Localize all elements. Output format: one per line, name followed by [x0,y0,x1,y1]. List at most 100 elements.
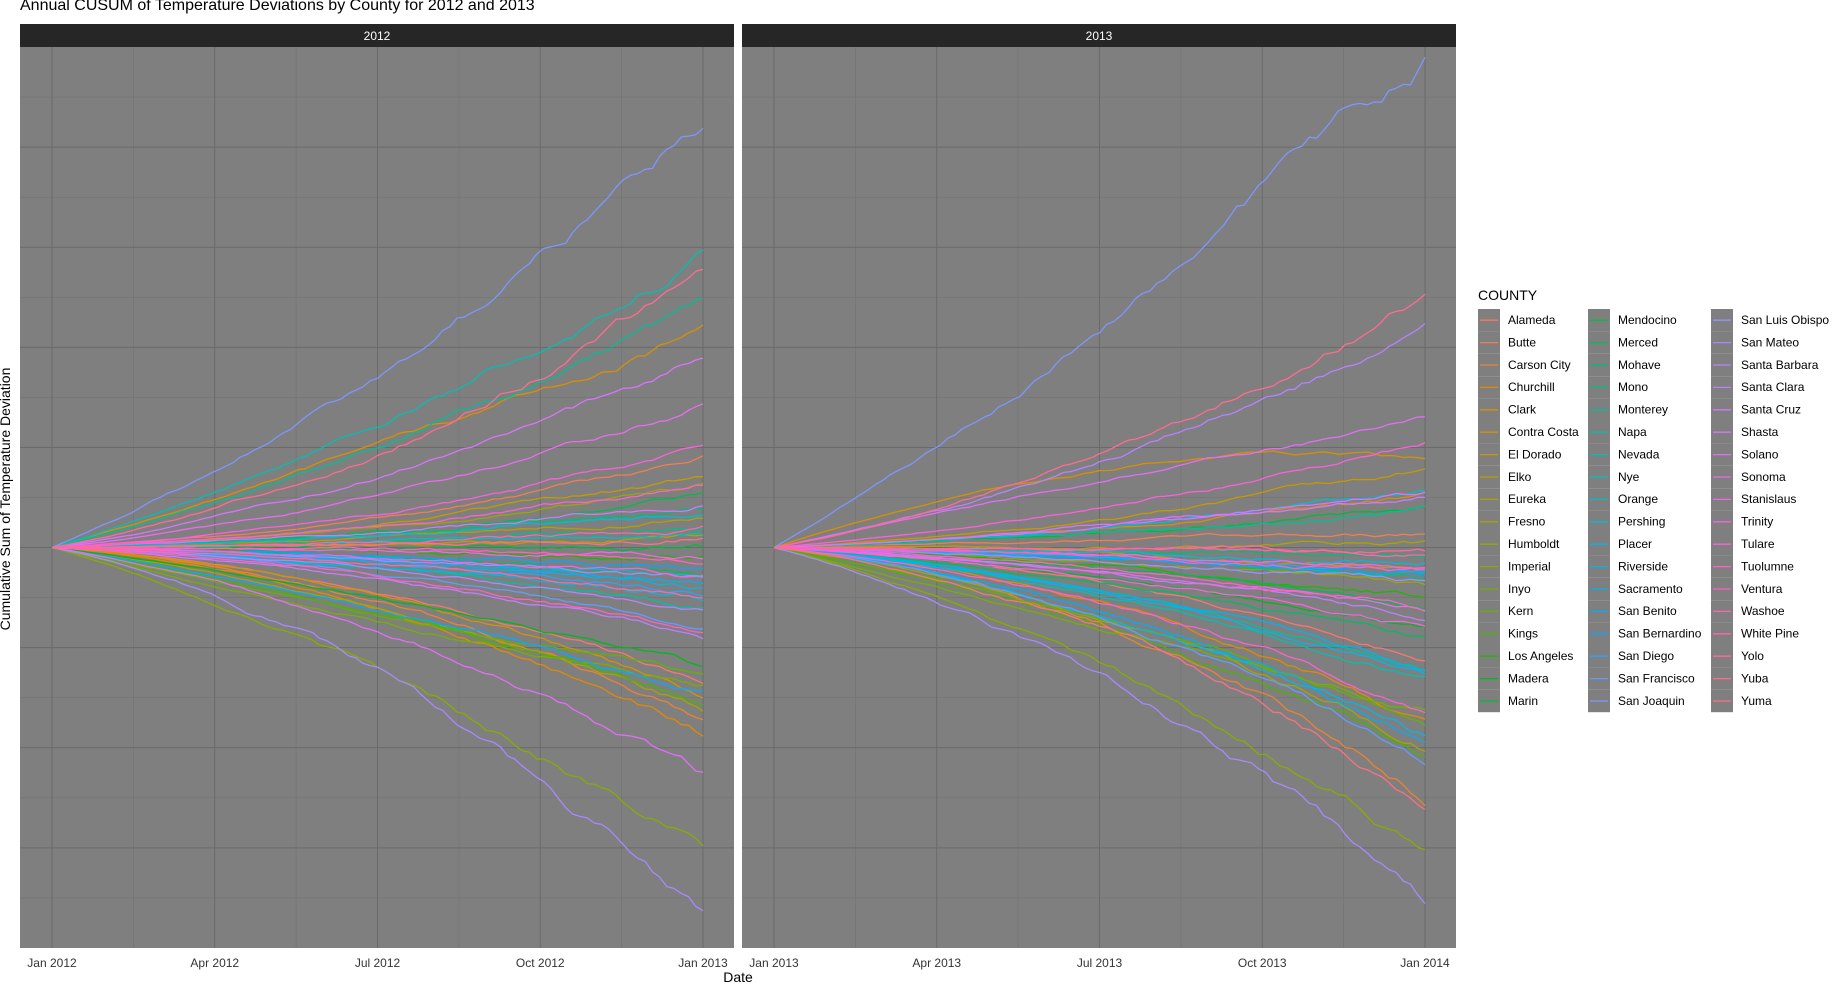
series-line-kern [51,546,704,675]
facet-strip [20,24,734,47]
legend-item: Washoe [1711,600,1785,623]
x-axis-labels: Jan 2012 Apr 2012 Jul 2012 Oct 2012 Jan 2013… [27,956,1450,970]
legend-label: Contra Costa [1508,425,1579,439]
legend-item: Monterey [1588,398,1668,421]
legend-item: Orange [1588,488,1658,511]
legend-item: San Joaquin [1588,689,1685,713]
series-line-inyo [773,546,1426,711]
legend-label: Napa [1618,425,1647,439]
series-line-eureka [773,540,1426,551]
chart-title: Annual CUSUM of Temperature Deviations b… [20,0,535,14]
x-axis-title: Date [723,969,753,985]
series-line-shasta [773,491,1426,549]
legend-label: Eureka [1508,492,1546,506]
series-line-yuba [773,293,1426,549]
legend-item: San Francisco [1588,667,1695,690]
legend-item: El Dorado [1478,443,1562,466]
series-line-clark [51,324,704,549]
legend-item: Mono [1588,376,1648,399]
legend-item: Yolo [1711,645,1764,668]
x-tick-label: Jan 2013 [749,956,799,970]
x-tick-label: Apr 2013 [912,956,961,970]
legend-label: Ventura [1741,582,1783,596]
x-tick-label: Jan 2014 [1400,956,1450,970]
series-line-carson-city [51,546,704,721]
series-line-yuba [51,268,704,549]
series-line-sacramento [773,546,1426,671]
legend-label: Elko [1508,470,1532,484]
legend-item: Kern [1478,600,1533,623]
legend: COUNTY Alameda Butte Carson City Churchill Cl… [1478,287,1829,713]
legend-label: Yolo [1741,649,1764,663]
legend-title: COUNTY [1478,287,1538,303]
series-line-yuma [773,546,1426,811]
legend-item: Kings [1478,622,1538,645]
series-line-fresno [51,546,704,712]
legend-label: Imperial [1508,559,1551,573]
legend-item: San Benito [1588,600,1677,623]
legend-item: Churchill [1478,376,1555,399]
legend-label: Orange [1618,492,1658,506]
legend-item: Humboldt [1478,533,1560,556]
series-line-solano [51,546,704,773]
legend-item: San Bernardino [1588,622,1702,645]
legend-label: Santa Barbara [1741,358,1819,372]
legend-item: Ventura [1711,577,1783,601]
series-line-mohave [51,507,704,549]
series-line-tulare [51,444,704,549]
legend-label: San Diego [1618,649,1674,663]
legend-label: Trinity [1741,515,1773,529]
series-line-santa-cruz [51,505,704,549]
legend-label: Clark [1508,403,1537,417]
legend-label: Madera [1508,671,1549,685]
series-line-yolo [51,546,704,599]
series-line-napa [773,546,1426,672]
legend-label: Los Angeles [1508,649,1573,663]
legend-item: Santa Cruz [1711,398,1801,421]
series-line-santa-clara [773,546,1426,622]
legend-item: Eureka [1478,488,1546,511]
legend-item: Los Angeles [1478,645,1573,668]
legend-item: Contra Costa [1478,421,1579,444]
series-line-pershing [51,514,704,549]
legend-label: Shasta [1741,425,1779,439]
legend-item: Tuolumne [1711,555,1794,578]
facet-strip-label: 2013 [1086,29,1113,43]
legend-label: Solano [1741,447,1779,461]
series-line-san-benito [51,546,704,692]
legend-label: Riverside [1618,559,1668,573]
legend-item: Yuba [1711,667,1769,690]
legend-label: Marin [1508,694,1538,708]
legend-label: San Mateo [1741,335,1799,349]
series-line-imperial [773,546,1426,851]
legend-label: Mohave [1618,358,1661,372]
series-line-san-benito [773,546,1426,743]
series-line-trinity [51,546,704,578]
x-tick-label: Jul 2013 [1077,956,1123,970]
facet-strip [742,24,1456,47]
legend-label: Carson City [1508,358,1571,372]
legend-item: Merced [1588,331,1658,354]
x-tick-label: Jan 2013 [678,956,728,970]
series-line-tuolumne [773,546,1426,714]
facet-panel-2013: 2013 [742,24,1456,948]
series-line-washoe [773,546,1426,572]
legend-item: Elko [1478,465,1532,489]
legend-label: Nye [1618,470,1640,484]
legend-item: Alameda [1478,309,1556,332]
legend-item: Inyo [1478,577,1531,601]
legend-item: Placer [1588,533,1652,556]
legend-label: San Luis Obispo [1741,313,1829,327]
series-line-contra-costa [51,546,704,699]
legend-label: Monterey [1618,403,1668,417]
legend-label: Placer [1618,537,1652,551]
series-line-inyo [51,546,704,687]
legend-item: Nevada [1588,443,1660,466]
series-line-monterey [51,297,704,549]
legend-label: Sonoma [1741,470,1786,484]
x-tick-label: Apr 2012 [190,956,239,970]
series-line-solano [773,416,1426,549]
series-line-tuolumne [51,484,704,549]
legend-label: Merced [1618,335,1658,349]
legend-label: Fresno [1508,515,1546,529]
